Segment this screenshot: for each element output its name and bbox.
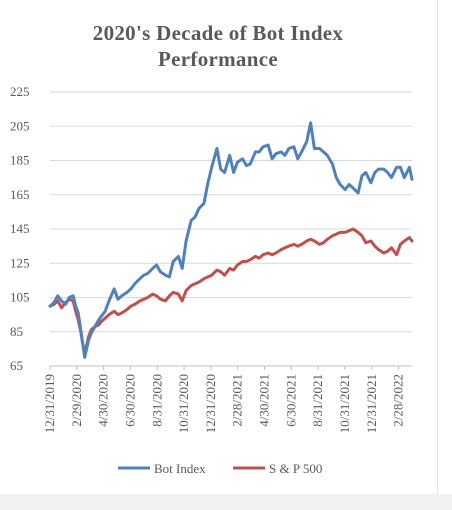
legend-label: Bot Index [154,461,206,476]
gridlines [50,91,412,333]
y-tick-label: 205 [10,118,30,133]
y-tick-label: 105 [10,290,30,305]
x-tick-label: 2/28/2021 [230,374,245,427]
x-tick-label: 2/28/2022 [391,374,406,427]
x-tick-label: 8/31/2020 [149,374,164,427]
x-tick-label: 6/30/2020 [122,374,137,427]
x-tick-label: 2/29/2020 [69,374,84,427]
y-tick-label: 125 [10,255,30,270]
x-tick-label: 4/30/2020 [96,374,111,427]
x-tick-label: 12/31/2021 [364,374,379,433]
chart-card [0,0,437,494]
x-tick-label: 12/31/2019 [42,374,57,433]
series-line-bot-index [48,121,414,359]
y-tick-label: 145 [10,221,30,236]
x-axis-ticks: 12/31/2019 2/29/2020 4/30/2020 6/30/2020 8/3… [42,366,406,433]
x-tick-label: 8/31/2021 [310,374,325,427]
y-tick-label: 65 [10,358,23,373]
series-lines [48,121,414,359]
y-tick-label: 225 [10,84,30,99]
x-tick-label: 12/31/2020 [203,374,218,433]
x-tick-label: 6/30/2021 [283,374,298,427]
x-tick-label: 10/31/2020 [176,374,191,433]
y-tick-label: 185 [10,153,30,168]
y-axis-ticks: 65 85 105 125 145 165 185 205 225 [10,84,30,373]
legend-label: S & P 500 [269,461,322,476]
x-tick-label: 4/30/2021 [257,374,272,427]
y-tick-label: 165 [10,187,30,202]
y-tick-label: 85 [10,324,23,339]
chart-title-line-1: 2020's Decade of Bot Index [93,21,344,45]
chart-title-line-2: Performance [158,47,278,71]
window-edge [437,0,452,494]
legend: Bot Index S & P 500 [118,461,322,476]
series-line-s-p-500 [48,227,414,354]
x-tick-label: 10/31/2021 [337,374,352,433]
